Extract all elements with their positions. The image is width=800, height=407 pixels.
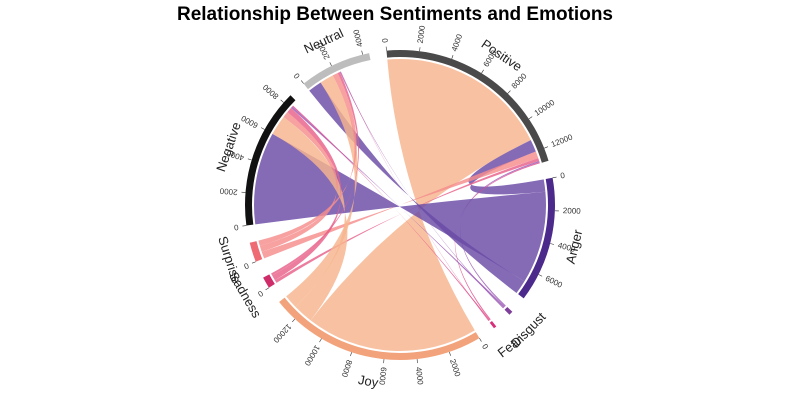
tick-label-negative: 8000 [261,82,281,101]
tick-label-neutral: 0 [292,71,302,81]
tick-mark-positive [508,91,511,94]
sector-label-surprise: Surprise [215,234,244,285]
tick-mark-anger [550,244,554,245]
tick-label-positive: 4000 [450,32,465,52]
tick-label-neutral: 4000 [352,28,365,48]
tick-label-positive: 10000 [533,98,557,118]
tick-mark-negative [261,128,264,130]
tick-label-sadness: 0 [256,289,265,299]
tick-mark-joy [350,352,351,356]
tick-mark-joy [292,319,295,322]
tick-label-negative: 0 [233,223,239,233]
tick-label-joy: 10000 [302,343,321,367]
tick-label-anger: 6000 [544,274,564,290]
tick-label-positive: 8000 [510,71,529,90]
tick-mark-negative [281,100,284,103]
sector-arc-fear [490,321,497,328]
tick-label-anger: 2000 [563,206,582,216]
tick-mark-neutral [301,80,303,83]
tick-mark-positive [544,147,548,148]
tick-label-positive: 2000 [416,24,427,43]
tick-mark-negative [242,226,246,227]
tick-label-anger: 0 [560,171,567,181]
tick-mark-anger [553,177,557,178]
tick-mark-positive [420,47,421,51]
sector-label-joy: Joy [357,372,380,390]
tick-mark-neutral [362,51,363,55]
tick-mark-negative [248,159,252,160]
tick-label-joy: 12000 [271,322,293,345]
tick-mark-surprise [252,262,256,263]
tick-label-joy: 4000 [414,366,425,385]
chart-title: Relationship Between Sentiments and Emot… [177,4,613,25]
tick-label-surprise: 0 [242,261,250,271]
tick-mark-joy [319,339,321,342]
tick-mark-positive [452,55,453,59]
tick-label-positive: 12000 [550,132,575,149]
tick-mark-sadness [266,288,269,290]
tick-label-joy: 0 [480,342,490,351]
links-layer [254,59,546,351]
tick-mark-positive [482,70,484,73]
tick-mark-neutral [330,62,332,66]
tick-mark-positive [529,117,532,119]
sector-arc-disgust [505,307,513,315]
sector-label-negative: Negative [213,120,244,173]
tick-label-negative: 2000 [219,186,238,196]
tick-mark-anger [539,274,543,276]
tick-mark-joy [479,338,481,341]
tick-mark-joy [449,352,450,356]
tick-label-joy: 8000 [340,359,354,379]
tick-label-positive: 0 [380,37,389,43]
sector-label-positive: Positive [479,36,525,74]
tick-label-joy: 2000 [448,358,462,378]
sector-label-anger: Anger [563,227,586,265]
